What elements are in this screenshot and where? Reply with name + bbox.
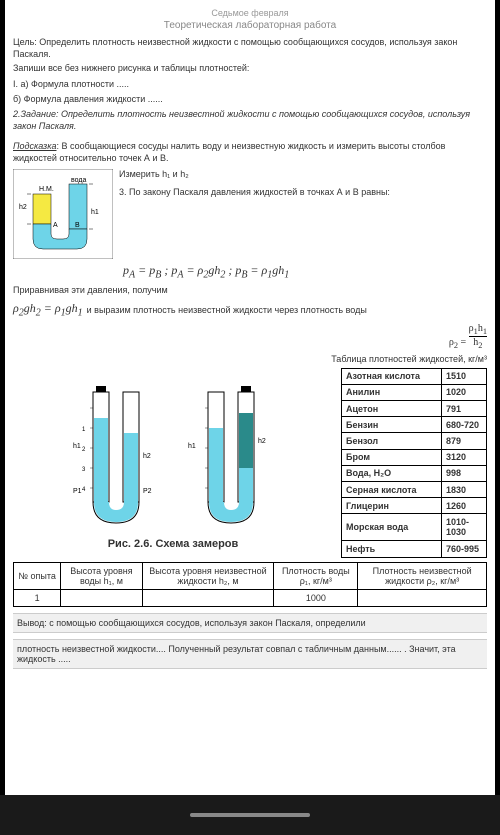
density-value: 680-720 <box>442 417 487 433</box>
density-value: 760-995 <box>442 541 487 557</box>
density-name: Ацетон <box>342 401 442 417</box>
u-tube-right: h1 h2 <box>183 378 278 528</box>
svg-text:1: 1 <box>82 427 86 433</box>
svg-text:h1: h1 <box>188 443 196 450</box>
svg-text:P2: P2 <box>143 488 152 495</box>
density-name: Азотная кислота <box>342 368 442 384</box>
svg-text:P1: P1 <box>73 488 82 495</box>
density-name: Морская вода <box>342 514 442 541</box>
density-value: 1020 <box>442 384 487 400</box>
cell-h1 <box>61 589 142 606</box>
formula-rho2: ρ2 = ρ1h1h2 <box>13 323 487 350</box>
svg-text:Н.М.: Н.М. <box>39 186 54 193</box>
density-value: 1510 <box>442 368 487 384</box>
density-name: Бензин <box>342 417 442 433</box>
hint-line: Подсказка: В сообщающиеся сосуды налить … <box>13 141 487 164</box>
density-name: Бензол <box>342 433 442 449</box>
density-name: Глицерин <box>342 498 442 514</box>
density-value: 1830 <box>442 481 487 497</box>
tubes-and-table: h1 h2 P1 P2 1 2 3 4 <box>13 368 487 558</box>
density-value: 3120 <box>442 449 487 465</box>
formula-tail: и выразим плотность неизвестной жидкости… <box>87 305 367 315</box>
svg-text:A: A <box>53 222 58 229</box>
density-value: 1260 <box>442 498 487 514</box>
col-h1: Высота уровня воды h₁, м <box>61 562 142 589</box>
cell-h2 <box>142 589 274 606</box>
hint-text: : В сообщающиеся сосуды налить воду и не… <box>13 141 445 163</box>
header-faded: Седьмое февраля <box>13 8 487 18</box>
svg-text:вода: вода <box>71 177 86 184</box>
u-tube-left: h1 h2 P1 P2 1 2 3 4 <box>68 378 163 528</box>
item-ib: б) Формула давления жидкости ...... <box>13 94 487 106</box>
formula-equal: ρ2gh2 = ρ1gh1 <box>13 301 83 318</box>
density-table-title: Таблица плотностей жидкостей, кг/м³ <box>13 354 487 364</box>
svg-text:h1: h1 <box>91 209 99 216</box>
density-name: Серная кислота <box>342 481 442 497</box>
col-rho2: Плотность неизвестной жидкости ρ₂, кг/м³ <box>358 562 487 589</box>
svg-text:h2: h2 <box>258 438 266 445</box>
task2: 2.Задание: Определить плотность неизвест… <box>13 109 487 132</box>
document-page: Седьмое февраля Теоретическая лабораторн… <box>5 0 495 795</box>
cell-num: 1 <box>14 589 61 606</box>
instruction: Запиши все без нижнего рисунка и таблицы… <box>13 63 487 75</box>
density-name: Анилин <box>342 384 442 400</box>
cell-rho1: 1000 <box>274 589 358 606</box>
svg-text:4: 4 <box>82 487 86 493</box>
hint-label: Подсказка <box>13 141 57 151</box>
svg-text:2: 2 <box>82 447 86 453</box>
step3: 3. По закону Паскаля давления жидкостей … <box>119 187 487 199</box>
density-value: 791 <box>442 401 487 417</box>
item-ia: I. а) Формула плотности ..... <box>13 79 487 91</box>
density-name: Нефть <box>342 541 442 557</box>
density-name: Бром <box>342 449 442 465</box>
small-u-tube-diagram: Н.М. A B вода h1 h2 <box>13 169 113 259</box>
density-value: 998 <box>442 465 487 481</box>
goal-text: Цель: Определить плотность неизвестной ж… <box>13 37 487 60</box>
side-steps: Измерить h₁ и h₂ 3. По закону Паскаля да… <box>119 169 487 259</box>
col-rho1: Плотность воды ρ₁, кг/м³ <box>274 562 358 589</box>
android-nav-bar[interactable] <box>0 795 500 835</box>
header-subtitle: Теоретическая лабораторная работа <box>13 20 487 31</box>
formula-pressures: pA = pB ; pA = ρ2gh2 ; pB = ρ1gh1 <box>123 263 487 280</box>
svg-text:B: B <box>75 222 80 229</box>
equating-text: Приравнивая эти давления, получим <box>13 285 487 297</box>
nav-pill[interactable] <box>190 813 310 817</box>
conclusion-2: плотность неизвестной жидкости.... Получ… <box>13 639 487 669</box>
cell-rho2 <box>358 589 487 606</box>
figure-caption: Рис. 2.6. Схема замеров <box>13 538 333 550</box>
svg-text:3: 3 <box>82 467 86 473</box>
svg-text:h1: h1 <box>73 443 81 450</box>
col-h2: Высота уровня неизвестной жидкости h₂, м <box>142 562 274 589</box>
measure-step: Измерить h₁ и h₂ <box>119 169 487 181</box>
svg-text:h2: h2 <box>19 204 27 211</box>
experiment-table: № опыта Высота уровня воды h₁, м Высота … <box>13 562 487 607</box>
svg-text:h2: h2 <box>143 453 151 460</box>
col-num: № опыта <box>14 562 61 589</box>
density-table: Азотная кислота1510Анилин1020Ацетон791Бе… <box>341 368 487 558</box>
density-value: 1010-1030 <box>442 514 487 541</box>
conclusion-1: Вывод: с помощью сообщающихся сосудов, и… <box>13 613 487 633</box>
density-name: Вода, H₂O <box>342 465 442 481</box>
density-value: 879 <box>442 433 487 449</box>
